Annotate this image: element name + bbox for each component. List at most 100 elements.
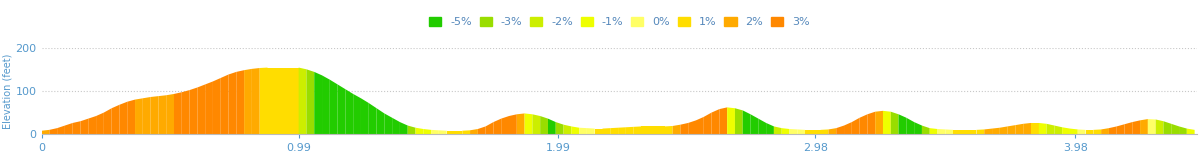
Polygon shape <box>734 108 743 134</box>
Polygon shape <box>571 126 580 134</box>
Polygon shape <box>268 68 275 134</box>
Polygon shape <box>408 126 415 134</box>
Polygon shape <box>719 107 727 134</box>
Polygon shape <box>353 94 361 134</box>
Polygon shape <box>797 129 805 134</box>
Polygon shape <box>1102 128 1109 134</box>
Polygon shape <box>595 129 602 134</box>
Polygon shape <box>502 116 509 134</box>
Polygon shape <box>1070 129 1078 134</box>
Polygon shape <box>977 129 984 134</box>
Polygon shape <box>533 114 540 134</box>
Polygon shape <box>306 69 314 134</box>
Polygon shape <box>322 75 330 134</box>
Polygon shape <box>424 129 431 134</box>
Polygon shape <box>290 68 299 134</box>
Polygon shape <box>166 94 174 134</box>
Legend: -5%, -3%, -2%, -1%, 0%, 1%, 2%, 3%: -5%, -3%, -2%, -1%, 0%, 1%, 2%, 3% <box>430 17 810 27</box>
Polygon shape <box>890 112 899 134</box>
Polygon shape <box>984 129 992 134</box>
Polygon shape <box>540 116 548 134</box>
Polygon shape <box>696 117 703 134</box>
Polygon shape <box>112 105 120 134</box>
Polygon shape <box>899 114 906 134</box>
Polygon shape <box>136 98 143 134</box>
Polygon shape <box>104 108 112 134</box>
Polygon shape <box>73 121 80 134</box>
Polygon shape <box>828 128 836 134</box>
Polygon shape <box>587 128 595 134</box>
Polygon shape <box>1024 123 1031 134</box>
Polygon shape <box>766 123 774 134</box>
Polygon shape <box>80 119 89 134</box>
Polygon shape <box>493 119 502 134</box>
Polygon shape <box>197 84 205 134</box>
Polygon shape <box>1124 122 1133 134</box>
Polygon shape <box>1140 119 1148 134</box>
Polygon shape <box>58 126 65 134</box>
Polygon shape <box>1086 130 1093 134</box>
Polygon shape <box>665 126 673 134</box>
Polygon shape <box>1117 124 1124 134</box>
Polygon shape <box>1133 120 1140 134</box>
Polygon shape <box>244 69 252 134</box>
Polygon shape <box>337 84 346 134</box>
Polygon shape <box>1055 126 1062 134</box>
Polygon shape <box>1187 129 1195 134</box>
Polygon shape <box>181 90 190 134</box>
Polygon shape <box>361 98 368 134</box>
Polygon shape <box>1156 119 1164 134</box>
Polygon shape <box>914 122 922 134</box>
Polygon shape <box>844 122 852 134</box>
Polygon shape <box>689 120 696 134</box>
Polygon shape <box>658 126 665 134</box>
Polygon shape <box>790 129 797 134</box>
Polygon shape <box>517 113 524 134</box>
Polygon shape <box>330 80 337 134</box>
Polygon shape <box>96 113 104 134</box>
Polygon shape <box>642 126 649 134</box>
Polygon shape <box>400 122 408 134</box>
Polygon shape <box>509 114 517 134</box>
Polygon shape <box>524 113 533 134</box>
Polygon shape <box>883 111 890 134</box>
Polygon shape <box>1078 129 1086 134</box>
Polygon shape <box>906 118 914 134</box>
Polygon shape <box>462 130 470 134</box>
Polygon shape <box>1031 123 1039 134</box>
Polygon shape <box>750 114 758 134</box>
Polygon shape <box>49 128 58 134</box>
Polygon shape <box>275 68 283 134</box>
Polygon shape <box>431 130 439 134</box>
Polygon shape <box>548 119 556 134</box>
Polygon shape <box>852 118 859 134</box>
Polygon shape <box>774 126 781 134</box>
Polygon shape <box>556 122 564 134</box>
Polygon shape <box>236 70 244 134</box>
Polygon shape <box>346 89 353 134</box>
Polygon shape <box>727 107 734 134</box>
Polygon shape <box>252 68 259 134</box>
Polygon shape <box>1015 124 1024 134</box>
Polygon shape <box>859 114 868 134</box>
Polygon shape <box>120 102 127 134</box>
Polygon shape <box>1000 126 1008 134</box>
Polygon shape <box>953 130 961 134</box>
Polygon shape <box>314 72 322 134</box>
Polygon shape <box>377 108 384 134</box>
Polygon shape <box>602 128 611 134</box>
Polygon shape <box>470 129 478 134</box>
Polygon shape <box>415 128 424 134</box>
Polygon shape <box>712 109 719 134</box>
Polygon shape <box>212 78 221 134</box>
Polygon shape <box>221 75 228 134</box>
Polygon shape <box>937 129 946 134</box>
Polygon shape <box>703 113 712 134</box>
Polygon shape <box>821 129 828 134</box>
Polygon shape <box>868 112 875 134</box>
Polygon shape <box>259 68 268 134</box>
Polygon shape <box>649 126 658 134</box>
Polygon shape <box>228 72 236 134</box>
Polygon shape <box>812 130 821 134</box>
Polygon shape <box>758 119 766 134</box>
